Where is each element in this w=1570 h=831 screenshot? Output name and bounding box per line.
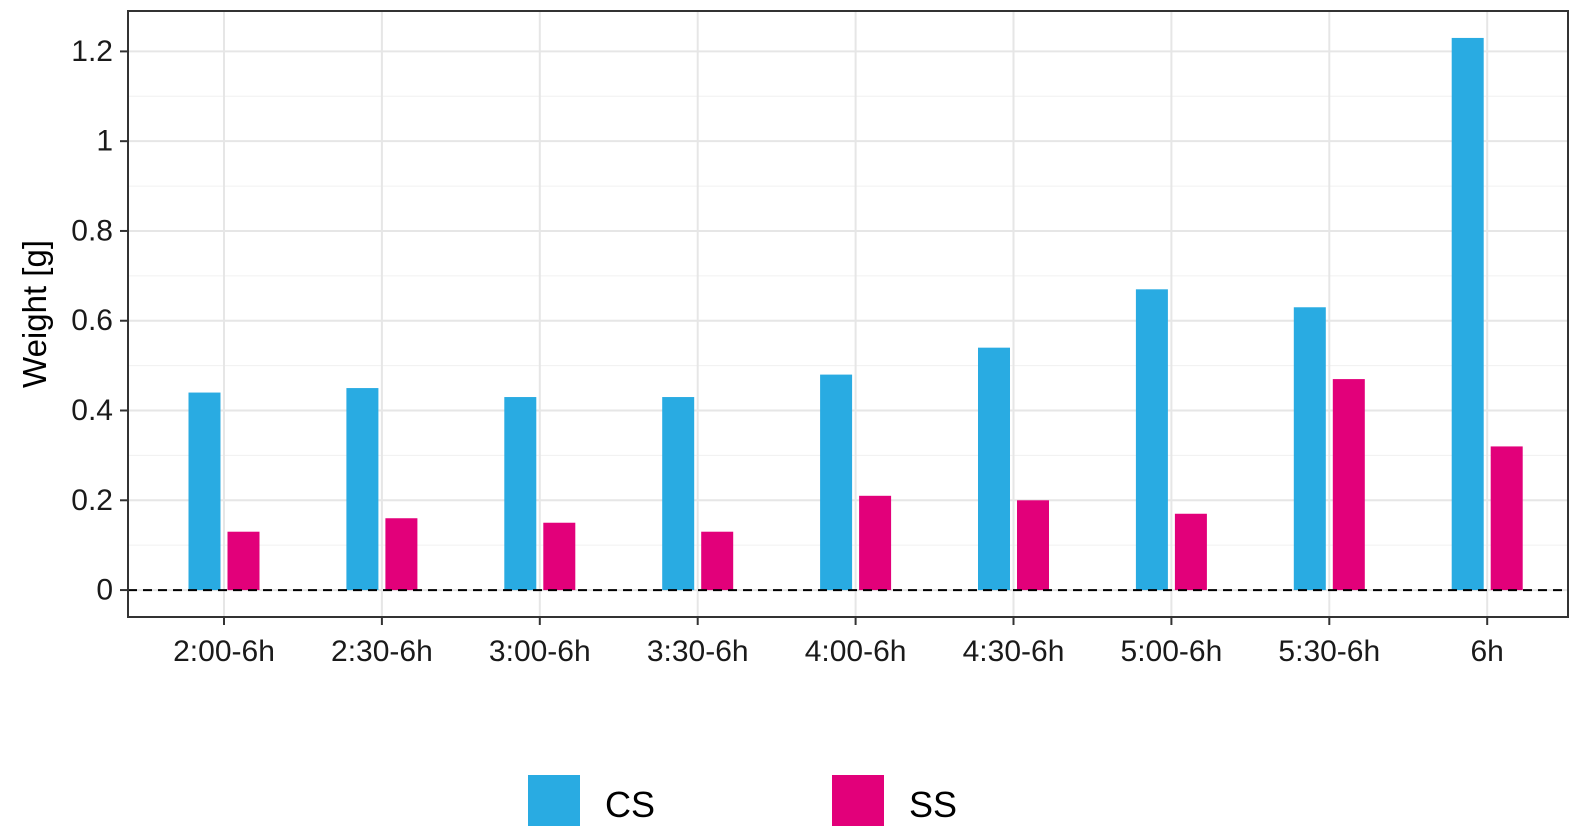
bar-ss-6 xyxy=(1174,513,1207,591)
x-tick-label: 3:30-6h xyxy=(647,635,749,668)
x-axis: 2:00-6h 2:30-6h 3:00-6h 3:30-6h 4:00-6h 4:30-… xyxy=(173,617,1504,668)
bars xyxy=(188,37,1523,591)
bar-cs-1 xyxy=(346,388,379,591)
bar-cs-0 xyxy=(188,392,221,591)
major-gridlines xyxy=(128,11,1568,617)
x-tick-label: 5:30-6h xyxy=(1278,635,1380,668)
bar-ss-0 xyxy=(227,531,260,591)
y-tick-label: 0 xyxy=(96,574,113,607)
bar-cs-2 xyxy=(504,397,537,591)
bar-cs-8 xyxy=(1451,37,1484,591)
legend-key-ss xyxy=(832,775,884,826)
y-axis: 0 0.2 0.4 0.6 0.8 1 1.2 xyxy=(71,35,128,607)
y-tick-label: 0.2 xyxy=(71,484,113,517)
bar-cs-5 xyxy=(978,347,1010,591)
bar-ss-2 xyxy=(543,522,576,591)
y-axis-title: Weight [g] xyxy=(16,240,53,388)
bar-ss-8 xyxy=(1490,446,1523,591)
legend-label-cs: CS xyxy=(605,784,655,825)
bar-cs-6 xyxy=(1135,289,1168,591)
bar-ss-3 xyxy=(701,531,734,591)
legend: CS SS xyxy=(528,775,957,826)
bar-ss-7 xyxy=(1332,379,1365,591)
bar-cs-7 xyxy=(1293,307,1326,591)
y-tick-label: 0.4 xyxy=(71,394,113,427)
y-tick-label: 0.6 xyxy=(71,304,113,337)
legend-key-cs xyxy=(528,775,580,826)
bar-cs-3 xyxy=(662,397,695,591)
x-tick-label: 4:30-6h xyxy=(963,635,1065,668)
bar-ss-1 xyxy=(385,518,418,591)
x-tick-label: 2:00-6h xyxy=(173,635,275,668)
bar-cs-4 xyxy=(820,374,853,591)
x-tick-label: 6h xyxy=(1471,635,1504,668)
x-tick-label: 2:30-6h xyxy=(331,635,433,668)
bar-ss-5 xyxy=(1017,500,1049,591)
y-tick-label: 1.2 xyxy=(71,35,113,68)
x-tick-label: 4:00-6h xyxy=(805,635,907,668)
plot-panel-border xyxy=(127,10,1569,618)
x-tick-label: 5:00-6h xyxy=(1121,635,1223,668)
x-tick-label: 3:00-6h xyxy=(489,635,591,668)
y-tick-label: 1 xyxy=(96,125,113,158)
bar-ss-4 xyxy=(859,495,892,591)
legend-label-ss: SS xyxy=(909,784,957,825)
y-tick-label: 0.8 xyxy=(71,214,113,247)
